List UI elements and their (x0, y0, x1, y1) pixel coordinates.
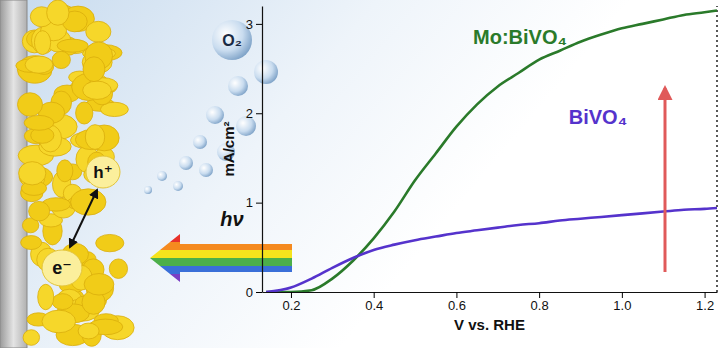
particle (109, 259, 127, 279)
particle (76, 102, 93, 124)
particle (57, 160, 73, 182)
x-tick: 0.8 (531, 292, 549, 313)
bubble (206, 106, 224, 124)
particle (24, 115, 54, 130)
x-tick: 1.0 (613, 292, 631, 313)
background (0, 0, 725, 348)
x-tick-mark (374, 292, 375, 298)
series-label: Mo:BiVO₄ (473, 26, 567, 48)
y-axis-title: mA/cm² (220, 121, 237, 176)
particle (25, 56, 53, 73)
x-tick: 0.2 (282, 292, 300, 313)
light-band (148, 242, 294, 250)
particle (83, 57, 105, 82)
y-tick: 2 (246, 106, 262, 121)
annotation: e⁻ (52, 258, 72, 278)
x-tick-mark (705, 292, 706, 298)
x-tick: 0.6 (448, 292, 466, 313)
y-tick-mark (256, 24, 262, 25)
improvement-arrow (664, 88, 667, 272)
x-tick-mark (539, 292, 540, 298)
particle (84, 274, 114, 296)
particle (57, 39, 88, 52)
x-axis: 0.2 0.4 0.6 0.8 1.0 1.2 (263, 292, 718, 313)
bubble (173, 181, 183, 191)
y-tick-label: 3 (246, 17, 253, 32)
annotation: O₂ (222, 32, 242, 49)
particle (47, 0, 69, 25)
particle (96, 234, 124, 251)
particle (86, 21, 111, 42)
particle (85, 125, 104, 150)
bubble (193, 135, 207, 149)
y-tick: 0 (246, 285, 262, 300)
x-tick-label: 1.0 (613, 298, 631, 313)
y-tick-mark (256, 203, 262, 204)
particle (19, 162, 46, 185)
bubble (157, 171, 167, 181)
series-line (266, 208, 717, 292)
series-label: BiVO₄ (569, 106, 627, 128)
particle (38, 284, 54, 309)
y-tick-label: 2 (246, 106, 253, 121)
light-band (148, 258, 294, 266)
hole-circle (86, 156, 120, 188)
range-end-line (716, 6, 718, 292)
bubble (199, 163, 213, 177)
x-tick-label: 0.6 (448, 298, 466, 313)
bubble (144, 186, 152, 194)
particle (78, 323, 99, 339)
y-tick-mark (256, 113, 262, 114)
x-tick-mark (291, 292, 292, 298)
x-tick-label: 0.4 (365, 298, 383, 313)
particle (21, 236, 42, 250)
particle (52, 51, 70, 68)
y-tick: 1 (246, 195, 262, 210)
light-arrow (148, 234, 294, 282)
x-tick-label: 1.2 (696, 298, 714, 313)
carrier-arrow (70, 190, 97, 247)
x-tick-label: 0.8 (531, 298, 549, 313)
x-tick-label: 0.2 (282, 298, 300, 313)
x-tick: 1.2 (696, 292, 714, 313)
bubble (179, 156, 193, 170)
graphic: O₂ h⁺ e⁻ hν 0.2 0.4 0.6 0.8 1.0 1.2 0 1 2 3 Mo:BiVO₄ Bi… (0, 0, 725, 348)
particle (83, 81, 112, 99)
x-tick-mark (456, 292, 457, 298)
particle (23, 330, 39, 346)
particle (34, 31, 50, 55)
light-band (148, 234, 294, 242)
y-axis: 0 1 2 3 (246, 7, 263, 300)
bubble (228, 76, 248, 96)
particle (71, 189, 106, 215)
annotation: h⁺ (93, 163, 112, 182)
light-band (148, 266, 294, 274)
annotation: hν (220, 208, 243, 230)
axis-line (263, 292, 718, 293)
particle (52, 294, 73, 310)
particle (17, 93, 42, 117)
light-band (148, 274, 294, 282)
electron-circle (42, 250, 82, 286)
particles (16, 0, 134, 346)
y-tick-mark (256, 292, 262, 293)
bubble (254, 60, 278, 84)
light-band (148, 250, 294, 258)
particle (42, 310, 76, 333)
x-axis-title: V vs. RHE (454, 316, 525, 333)
x-tick-mark (622, 292, 623, 298)
series-line (266, 10, 717, 292)
axis-line (262, 7, 263, 293)
x-tick: 0.4 (365, 292, 383, 313)
plot-area (266, 10, 717, 292)
y-tick: 3 (246, 17, 262, 32)
schematic (0, 0, 294, 348)
particle (29, 201, 50, 221)
y-tick-label: 1 (246, 195, 253, 210)
y-tick-label: 0 (246, 285, 253, 300)
